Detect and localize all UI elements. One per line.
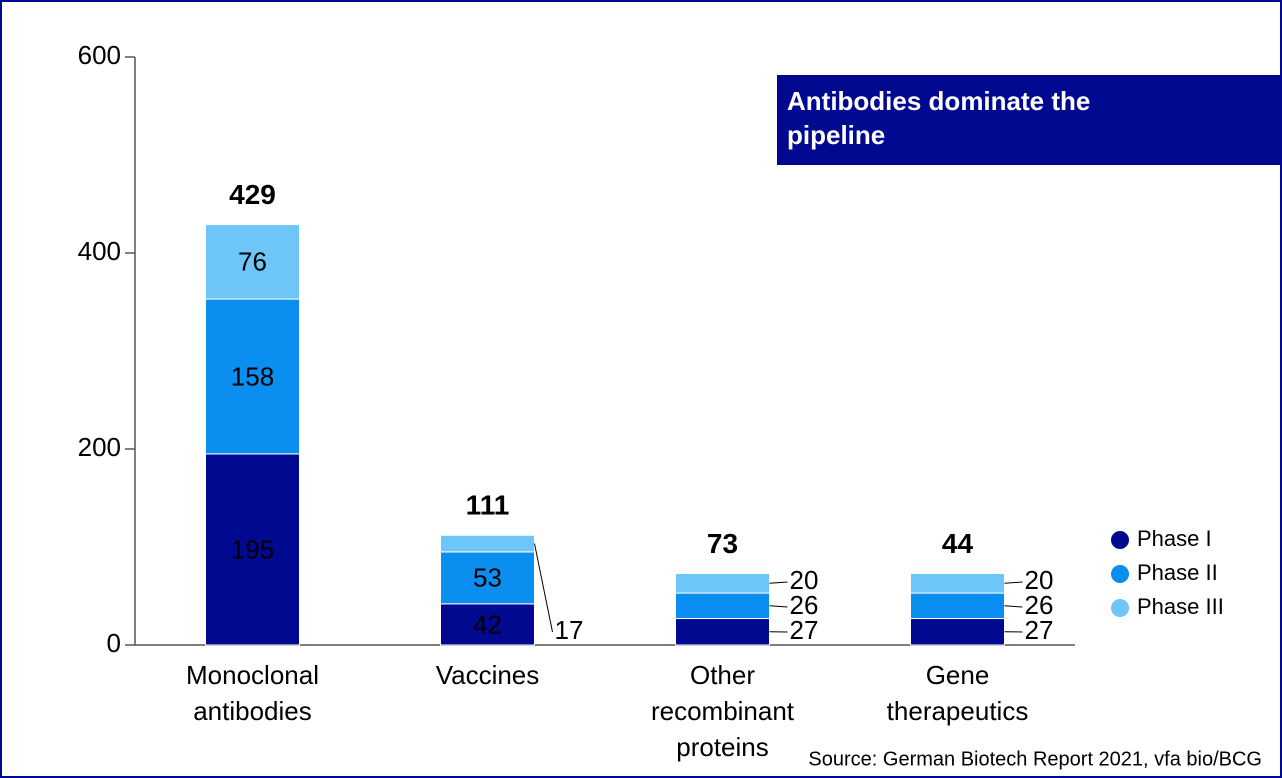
- x-tick-label: Monoclonal: [186, 660, 319, 690]
- value-label: 20: [1025, 565, 1054, 595]
- x-tick-label: proteins: [676, 732, 769, 762]
- value-label: 42: [473, 609, 502, 639]
- total-label: 73: [707, 528, 738, 559]
- bar-segment: [205, 298, 300, 455]
- legend-label: Phase I: [1137, 526, 1212, 551]
- leader-line: [1004, 581, 1023, 584]
- bar-segment: [910, 572, 1005, 594]
- value-label: 20: [790, 565, 819, 595]
- legend-label: Phase II: [1137, 560, 1218, 585]
- bar-segment: [910, 618, 1005, 646]
- y-tick-label: 600: [78, 40, 121, 70]
- legend-swatch: [1111, 599, 1129, 617]
- value-label: 195: [231, 534, 274, 564]
- value-label: 27: [1025, 615, 1054, 645]
- value-label: 17: [555, 615, 584, 645]
- x-tick-label: therapeutics: [887, 696, 1029, 726]
- bar-segment: [675, 592, 770, 620]
- value-label: 26: [790, 590, 819, 620]
- x-tick-label: Vaccines: [436, 660, 540, 690]
- total-label: 44: [942, 528, 974, 559]
- bar-segment: [440, 551, 535, 605]
- y-tick-label: 0: [107, 628, 121, 658]
- bar-segment: [675, 572, 770, 594]
- leader-line: [534, 543, 553, 633]
- total-label: 111: [466, 490, 510, 521]
- source: Source: German Biotech Report 2021, vfa …: [808, 748, 1262, 770]
- value-label: 158: [231, 361, 274, 391]
- x-tick-label: recombinant: [651, 696, 795, 726]
- bar-segment: [440, 534, 535, 553]
- total-label: 429: [229, 179, 276, 210]
- value-label: 76: [238, 247, 267, 277]
- value-label: 26: [1025, 590, 1054, 620]
- legend-swatch: [1111, 565, 1129, 583]
- value-label: 53: [473, 563, 502, 593]
- leader-line: [769, 581, 788, 584]
- bar-segment: [205, 453, 300, 646]
- bar-segment: [910, 592, 1005, 620]
- bar-segment: [440, 603, 535, 646]
- leader-line: [1004, 605, 1023, 608]
- x-tick-label: Other: [690, 660, 755, 690]
- y-tick-label: 400: [78, 236, 121, 266]
- x-tick-label: antibodies: [193, 696, 312, 726]
- leader-line: [769, 605, 788, 608]
- legend-label: Phase III: [1137, 594, 1224, 619]
- annotation: Antibodies dominate the pipeline: [787, 86, 1090, 150]
- bar-segment: [675, 618, 770, 646]
- x-tick-label: Gene: [926, 660, 990, 690]
- y-tick-label: 200: [78, 432, 121, 462]
- value-label: 27: [790, 615, 819, 645]
- bar-segment: [205, 224, 300, 300]
- annotation-box: [777, 75, 1282, 165]
- legend-swatch: [1111, 531, 1129, 549]
